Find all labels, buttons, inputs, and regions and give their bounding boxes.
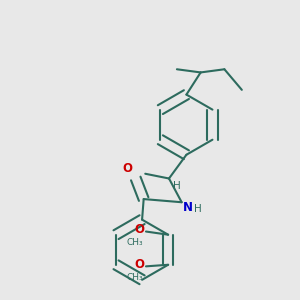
Text: O: O: [134, 224, 144, 236]
Text: O: O: [134, 258, 144, 271]
Text: H: H: [173, 181, 181, 191]
Text: O: O: [122, 162, 132, 175]
Text: H: H: [194, 204, 201, 214]
Text: CH₃: CH₃: [126, 238, 143, 247]
Text: CH₃: CH₃: [126, 273, 143, 282]
Text: N: N: [183, 201, 193, 214]
